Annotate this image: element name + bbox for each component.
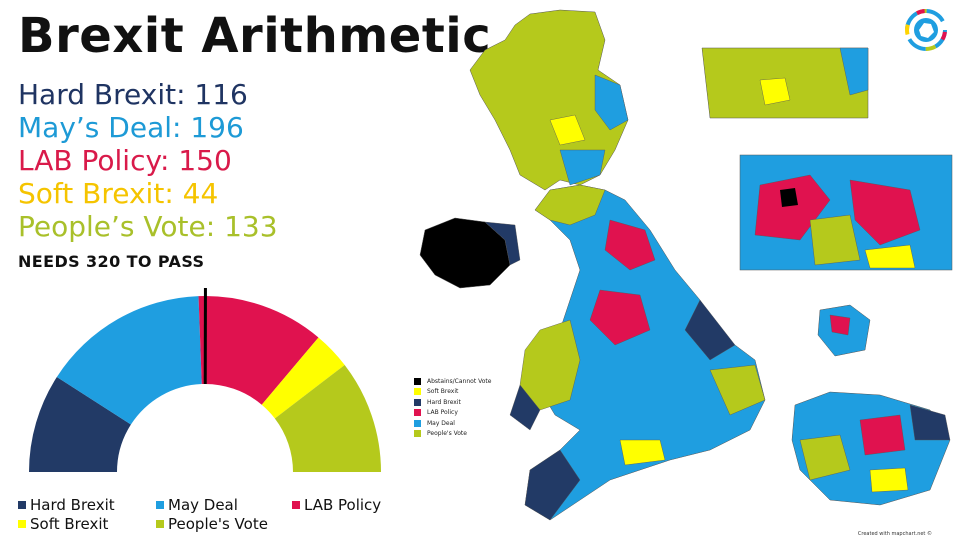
inset-london-yellow <box>869 467 909 493</box>
england-yellow-south <box>619 439 666 466</box>
england-north-green <box>534 184 606 226</box>
legend-label: May Deal <box>168 496 238 514</box>
legend-swatch <box>292 501 300 509</box>
map-legend: Abstains/Cannot Vote Soft Brexit Hard Br… <box>414 376 491 439</box>
tally-hard-brexit: Hard Brexit: 116 <box>18 78 248 111</box>
map-legend-item: Soft Brexit <box>414 387 491 398</box>
scotland-central-blue <box>559 149 606 186</box>
wales-navy <box>509 384 541 431</box>
map-legend-swatch <box>414 398 421 406</box>
tally-mays-deal: May’s Deal: 196 <box>18 111 244 144</box>
legend-item-lab-policy: LAB Policy <box>292 496 381 514</box>
legend-item-may-deal: May Deal <box>156 496 238 514</box>
map-legend-swatch <box>414 377 421 385</box>
legend-item-soft-brexit: Soft Brexit <box>18 515 108 533</box>
inset-london-navy <box>909 404 951 441</box>
scotland-yellow-north <box>549 114 586 146</box>
inset-north-blue <box>839 47 869 96</box>
scotland-region <box>469 9 629 191</box>
legend-swatch <box>18 520 26 528</box>
map-legend-label: LAB Policy <box>427 409 458 417</box>
england-region <box>524 184 766 521</box>
uk-map-image <box>419 9 953 521</box>
map-legend-label: Abstains/Cannot Vote <box>427 377 492 385</box>
map-legend-item: Hard Brexit <box>414 397 491 408</box>
arc-segment-lab-policy <box>198 296 319 405</box>
arc-segment-people-s-vote <box>274 364 381 472</box>
map-legend-item: May Deal <box>414 418 491 429</box>
tally-soft-brexit: Soft Brexit: 44 <box>18 177 219 210</box>
legend-swatch <box>156 501 164 509</box>
england-red-midlands <box>589 289 651 346</box>
legend-item-hard-brexit: Hard Brexit <box>18 496 115 514</box>
england-green-east <box>709 364 766 416</box>
inset-ne-red-2 <box>849 179 921 246</box>
inset-london-red <box>859 414 906 456</box>
inset-ne-yellow <box>864 244 916 269</box>
vote-tally: Hard Brexit: 116 May’s Deal: 196 LAB Pol… <box>18 78 278 243</box>
wales-region <box>519 319 581 411</box>
parliament-chart-svg <box>29 287 381 472</box>
inset-ne-black <box>780 188 798 207</box>
map-legend-label: May Deal <box>427 419 455 427</box>
england-navy-southwest <box>524 449 581 521</box>
threshold-label: NEEDS 320 TO PASS <box>18 252 205 271</box>
page-title: Brexit Arithmetic <box>18 8 492 64</box>
inset-small-red <box>829 314 851 336</box>
map-legend-label: Soft Brexit <box>427 388 459 396</box>
arc-segment-hard-brexit <box>29 376 131 472</box>
legend-label: Hard Brexit <box>30 496 115 514</box>
map-legend-item: People's Vote <box>414 429 491 440</box>
scotland-blue-east <box>594 74 629 131</box>
arc-segment-may-deal <box>56 296 202 425</box>
brand-logo-icon <box>905 9 947 51</box>
legend-swatch <box>156 520 164 528</box>
northern-ireland-navy <box>484 221 521 266</box>
inset-ne-green <box>809 214 861 266</box>
inset-london-green <box>799 434 851 481</box>
england-red-pennines <box>604 219 656 271</box>
map-legend-label: People's Vote <box>427 430 467 438</box>
map-credit: Created with mapchart.net © <box>857 531 932 537</box>
northern-ireland-region <box>419 217 511 289</box>
map-legend-label: Hard Brexit <box>427 398 461 406</box>
legend-item-peoples-vote: People's Vote <box>156 515 268 533</box>
arc-segment-soft-brexit <box>261 337 345 419</box>
legend-swatch <box>18 501 26 509</box>
legend-label: People's Vote <box>168 515 268 533</box>
map-legend-swatch <box>414 388 421 396</box>
england-navy-east <box>684 299 736 361</box>
legend-label: Soft Brexit <box>30 515 109 533</box>
legend-label: LAB Policy <box>304 496 382 514</box>
tally-peoples-vote: People’s Vote: 133 <box>18 210 278 243</box>
map-legend-swatch <box>414 430 421 438</box>
constituency-map <box>410 0 960 540</box>
inset-north-yellow <box>759 77 791 106</box>
map-legend-swatch <box>414 419 421 427</box>
tally-lab-policy: LAB Policy: 150 <box>18 144 232 177</box>
map-legend-item: Abstains/Cannot Vote <box>414 376 491 387</box>
map-legend-swatch <box>414 409 421 417</box>
map-legend-item: LAB Policy <box>414 408 491 419</box>
parliament-chart <box>22 285 402 485</box>
